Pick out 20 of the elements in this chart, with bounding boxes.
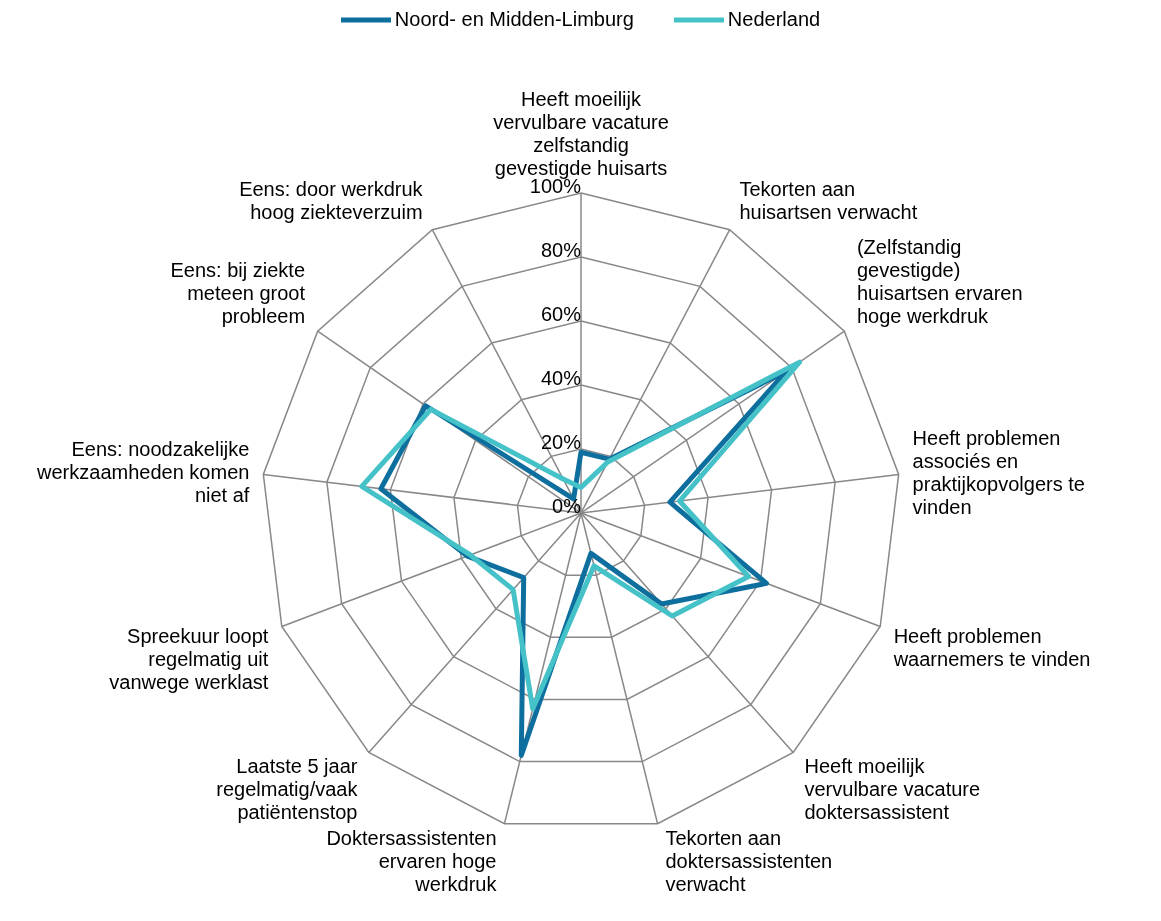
legend-label: Noord- en Midden-Limburg [394, 8, 634, 31]
spoke-label: Tekorten aan doktersassistenten verwacht [665, 827, 833, 896]
spoke-label: Eens: door werkdruk hoog ziekteverzuim [239, 177, 424, 223]
spoke-label: Heeft moeilijk vervulbare vacature zelfstandig gevestigde huisarts [493, 88, 669, 179]
spoke-label: Spreekuur loopt regelmatig uit vanwege werklast [109, 625, 269, 694]
spoke-label: Heeft moeilijk vervulbare vacature doktersassistent [804, 754, 981, 823]
spoke-label: Heeft problemen associés en praktijkopvolgers te vinden [912, 426, 1085, 518]
spoke-label: Doktersassistenten ervaren hoge werkdruk [326, 827, 498, 896]
spoke-label: Eens: bij ziekte meteen groot probleem [170, 258, 306, 327]
y-tick-label: 60% [540, 303, 582, 325]
spoke-label: (Zelfstandig gevestigde) huisartsen ervaren hoge werkdruk [856, 235, 1023, 327]
y-tick-label: 80% [540, 239, 582, 261]
spoke-label: Eens: noodzakelijke werkzaamheden komen niet af [36, 438, 250, 507]
y-tick-label: 40% [540, 367, 582, 389]
y-tick-label: 20% [540, 431, 582, 453]
spoke-label: Laatste 5 jaar regelmatig/vaak patiëntenstop [216, 754, 359, 823]
legend-label: Nederland [727, 8, 821, 31]
y-tick-label: 0% [552, 495, 582, 517]
spoke-label: Tekorten aan huisartsen verwacht [739, 177, 918, 223]
spoke-label: Heeft problemen waarnemers te vinden [892, 625, 1091, 671]
